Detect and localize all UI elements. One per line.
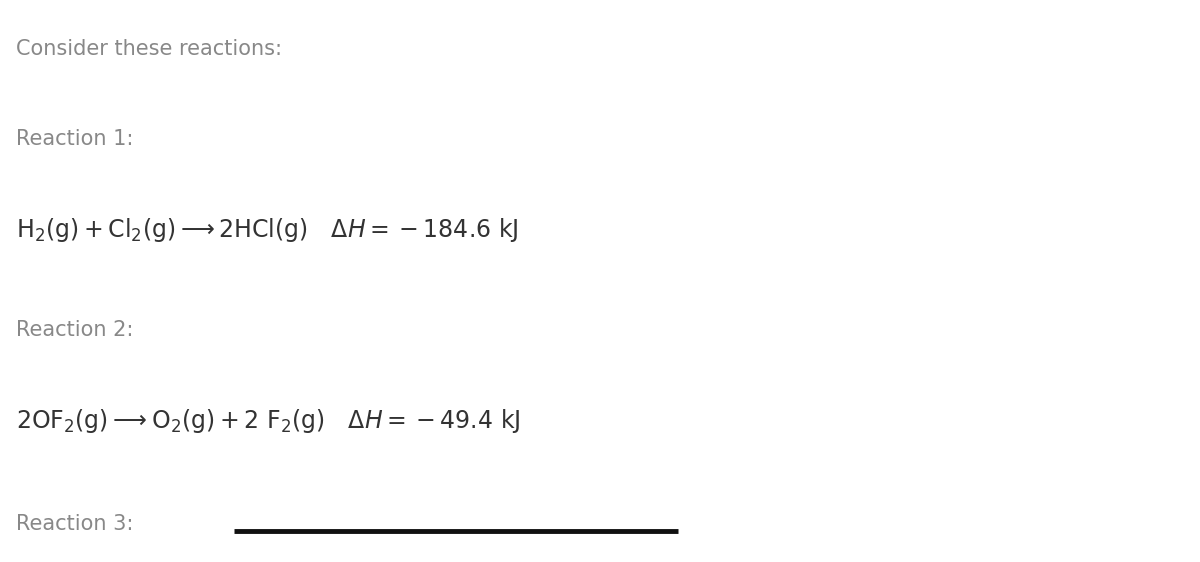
Text: $\mathrm{H_2(g) + Cl_2(g) \longrightarrow 2HCl(g)}$$\quad \Delta H = -184.6\ \ma: $\mathrm{H_2(g) + Cl_2(g) \longrightarro…	[16, 216, 518, 244]
Text: Reaction 2:: Reaction 2:	[16, 320, 133, 341]
Text: $\mathrm{2OF_2(g) \longrightarrow O_2(g) + 2\ F_2(g)}$$\quad \Delta H = -49.4\ \: $\mathrm{2OF_2(g) \longrightarrow O_2(g)…	[16, 407, 520, 436]
Text: Consider these reactions:: Consider these reactions:	[16, 39, 282, 60]
Text: Reaction 1:: Reaction 1:	[16, 129, 133, 149]
Text: Reaction 3:: Reaction 3:	[16, 514, 133, 534]
